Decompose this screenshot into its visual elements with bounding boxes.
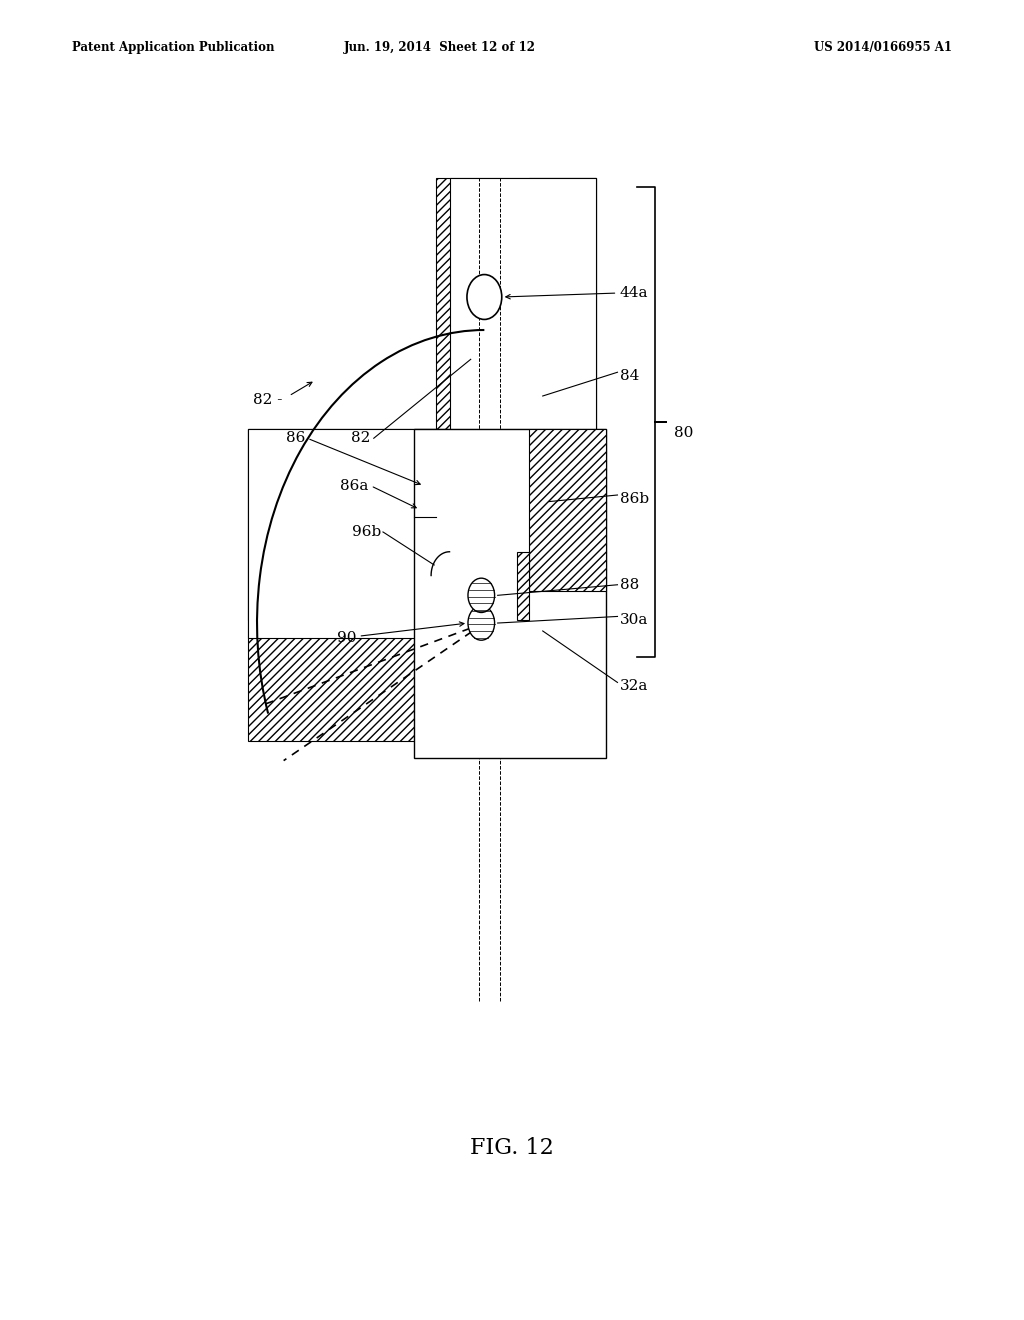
Text: 84: 84 <box>620 370 639 383</box>
Text: 82: 82 <box>351 432 371 445</box>
Text: Patent Application Publication: Patent Application Publication <box>72 41 274 54</box>
Bar <box>436 178 596 741</box>
Text: FIG. 12: FIG. 12 <box>470 1138 554 1159</box>
Text: 96b: 96b <box>351 525 381 539</box>
Text: 44a: 44a <box>620 286 648 300</box>
Text: 90: 90 <box>337 631 356 644</box>
Bar <box>431 552 517 620</box>
Text: 88: 88 <box>620 578 639 591</box>
Bar <box>450 178 596 638</box>
Bar <box>529 178 596 620</box>
Text: 30a: 30a <box>620 614 648 627</box>
Circle shape <box>468 578 495 612</box>
Text: 32a: 32a <box>620 680 648 693</box>
Text: 86a: 86a <box>340 479 369 492</box>
Bar <box>248 429 529 620</box>
Bar <box>529 429 606 591</box>
Text: Jun. 19, 2014  Sheet 12 of 12: Jun. 19, 2014 Sheet 12 of 12 <box>344 41 537 54</box>
Bar <box>517 552 529 620</box>
Text: 86: 86 <box>286 432 305 445</box>
Text: 80: 80 <box>674 426 693 440</box>
Bar <box>414 429 606 758</box>
Text: 82 -: 82 - <box>253 393 283 407</box>
Text: 86b: 86b <box>620 492 648 506</box>
Circle shape <box>468 606 495 640</box>
Circle shape <box>467 275 502 319</box>
Bar <box>248 429 436 741</box>
Bar <box>248 429 450 638</box>
Text: US 2014/0166955 A1: US 2014/0166955 A1 <box>814 41 952 54</box>
